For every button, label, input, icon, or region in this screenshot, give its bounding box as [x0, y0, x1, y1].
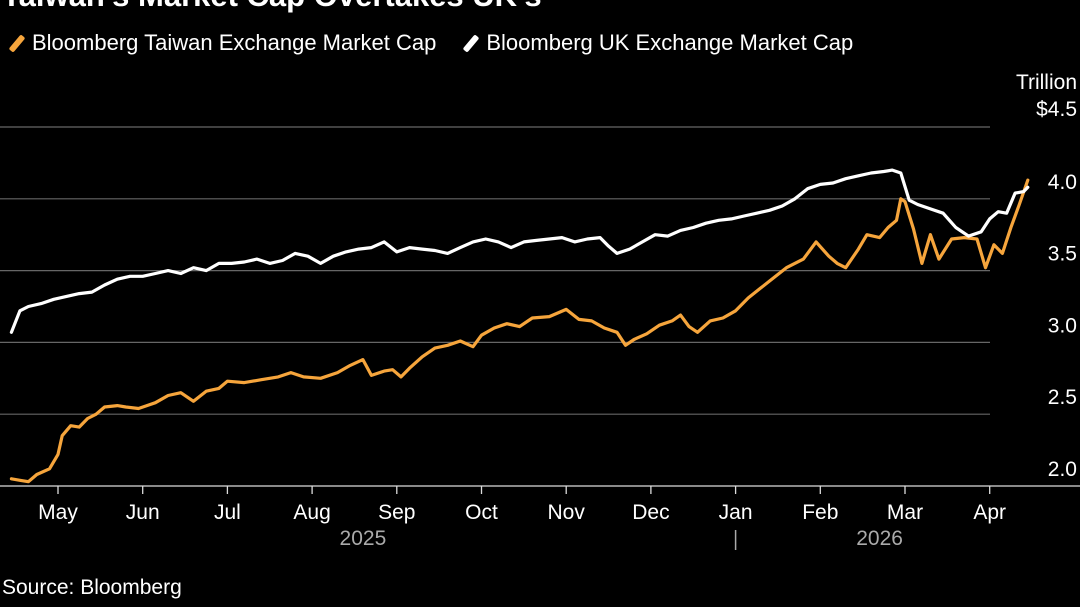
- y-tick-label: 2.5: [1048, 386, 1077, 409]
- x-tick-label: Sep: [378, 501, 415, 524]
- x-tick-label: Aug: [293, 501, 330, 524]
- legend: Bloomberg Taiwan Exchange Market Cap Blo…: [8, 30, 853, 56]
- series-line-taiwan: [9, 178, 1030, 484]
- legend-label-taiwan: Bloomberg Taiwan Exchange Market Cap: [32, 30, 437, 55]
- y-tick-label: 3.5: [1048, 243, 1077, 266]
- legend-item-uk: Bloomberg UK Exchange Market Cap: [462, 30, 853, 56]
- legend-item-taiwan: Bloomberg Taiwan Exchange Market Cap: [8, 30, 436, 56]
- x-tick-label: Jan: [719, 501, 753, 524]
- y-axis: Trillion 2.0 2.5 3.0 3.5 4.0 $4.5: [1016, 71, 1077, 481]
- year-label: 2026: [856, 527, 903, 550]
- y-tick-label: 4.0: [1048, 171, 1077, 194]
- gridlines: [0, 126, 1080, 487]
- x-tick-label: Jul: [214, 501, 241, 524]
- year-label: 2025: [340, 527, 387, 550]
- x-tick-label: Mar: [887, 501, 923, 524]
- x-axis: May Jun Jul Aug Sep Oct Nov Dec Jan Feb Mar Apr 2025…: [38, 486, 1006, 550]
- x-tick-label: Dec: [632, 501, 669, 524]
- chart-title: Taiwan's Market Cap Overtakes UK's: [2, 0, 542, 14]
- y-tick-label: $4.5: [1036, 98, 1077, 121]
- x-tick-label: Feb: [802, 501, 838, 524]
- x-tick-label: Nov: [548, 501, 586, 524]
- x-tick-label: Apr: [973, 501, 1006, 524]
- series-line-uk: [9, 168, 1030, 334]
- x-tick-label: May: [38, 501, 78, 524]
- y-tick-label: 3.0: [1048, 314, 1077, 337]
- source-note: Source: Bloomberg: [2, 576, 182, 599]
- x-tick-label: Oct: [465, 501, 498, 524]
- y-tick-label: 2.0: [1048, 458, 1077, 481]
- y-axis-unit-label: Trillion: [1016, 71, 1077, 94]
- legend-label-uk: Bloomberg UK Exchange Market Cap: [486, 30, 854, 55]
- x-tick-label: Jun: [126, 501, 160, 524]
- series-lines: [9, 168, 1030, 484]
